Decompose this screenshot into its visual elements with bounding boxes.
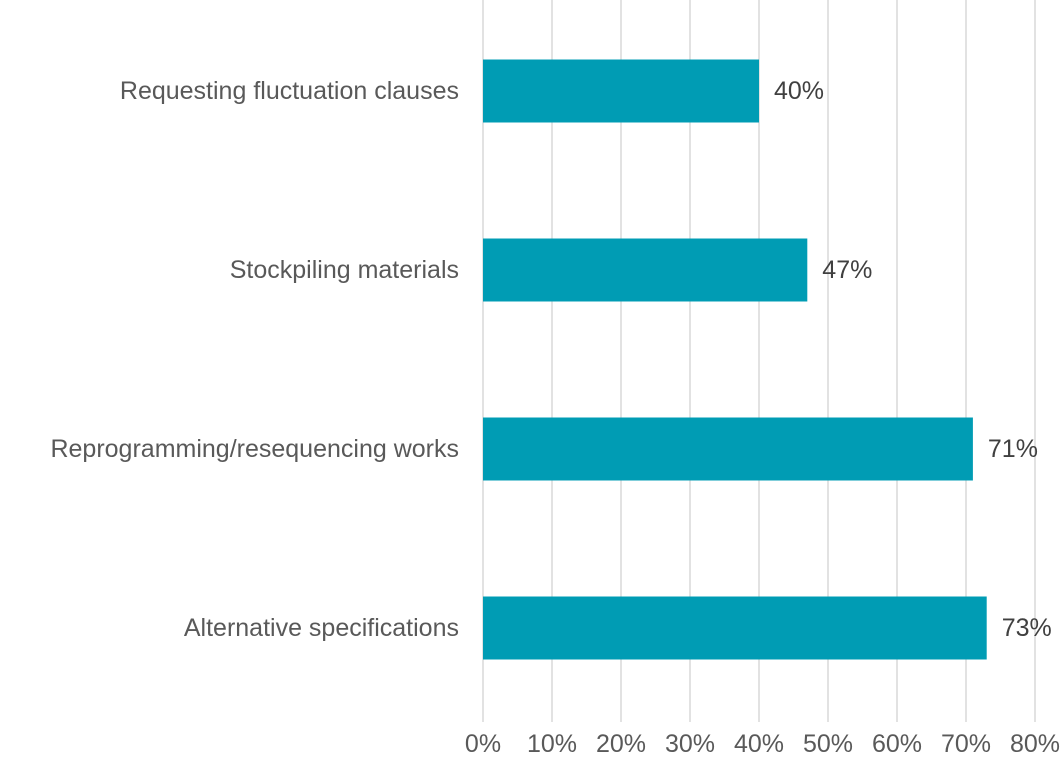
x-tick-label: 10% bbox=[527, 730, 577, 758]
bar bbox=[483, 596, 987, 660]
category-label: Alternative specifications bbox=[184, 614, 459, 642]
data-label: 47% bbox=[822, 256, 872, 284]
bar bbox=[483, 238, 808, 302]
x-tick-label: 30% bbox=[665, 730, 715, 758]
data-labels: 40% 47% 71% 73% bbox=[774, 77, 1052, 642]
bar bbox=[483, 59, 759, 123]
data-label: 40% bbox=[774, 77, 824, 105]
x-tick-label: 50% bbox=[803, 730, 853, 758]
x-tick-label: 0% bbox=[465, 730, 501, 758]
category-label: Stockpiling materials bbox=[230, 256, 459, 284]
data-label: 73% bbox=[1002, 614, 1052, 642]
bars bbox=[483, 59, 987, 660]
x-tick-label: 60% bbox=[872, 730, 922, 758]
x-tick-label: 70% bbox=[941, 730, 991, 758]
x-tick-label: 80% bbox=[1010, 730, 1060, 758]
x-tick-label: 20% bbox=[596, 730, 646, 758]
category-label: Requesting fluctuation clauses bbox=[120, 77, 459, 105]
bar bbox=[483, 417, 973, 481]
category-labels: Requesting fluctuation clauses Stockpilin… bbox=[50, 77, 459, 642]
category-label: Reprogramming/resequencing works bbox=[50, 435, 459, 463]
x-tick-label: 40% bbox=[734, 730, 784, 758]
x-axis-tick-labels: 0% 10% 20% 30% 40% 50% 60% 70% 80% bbox=[465, 730, 1060, 758]
data-label: 71% bbox=[988, 435, 1038, 463]
